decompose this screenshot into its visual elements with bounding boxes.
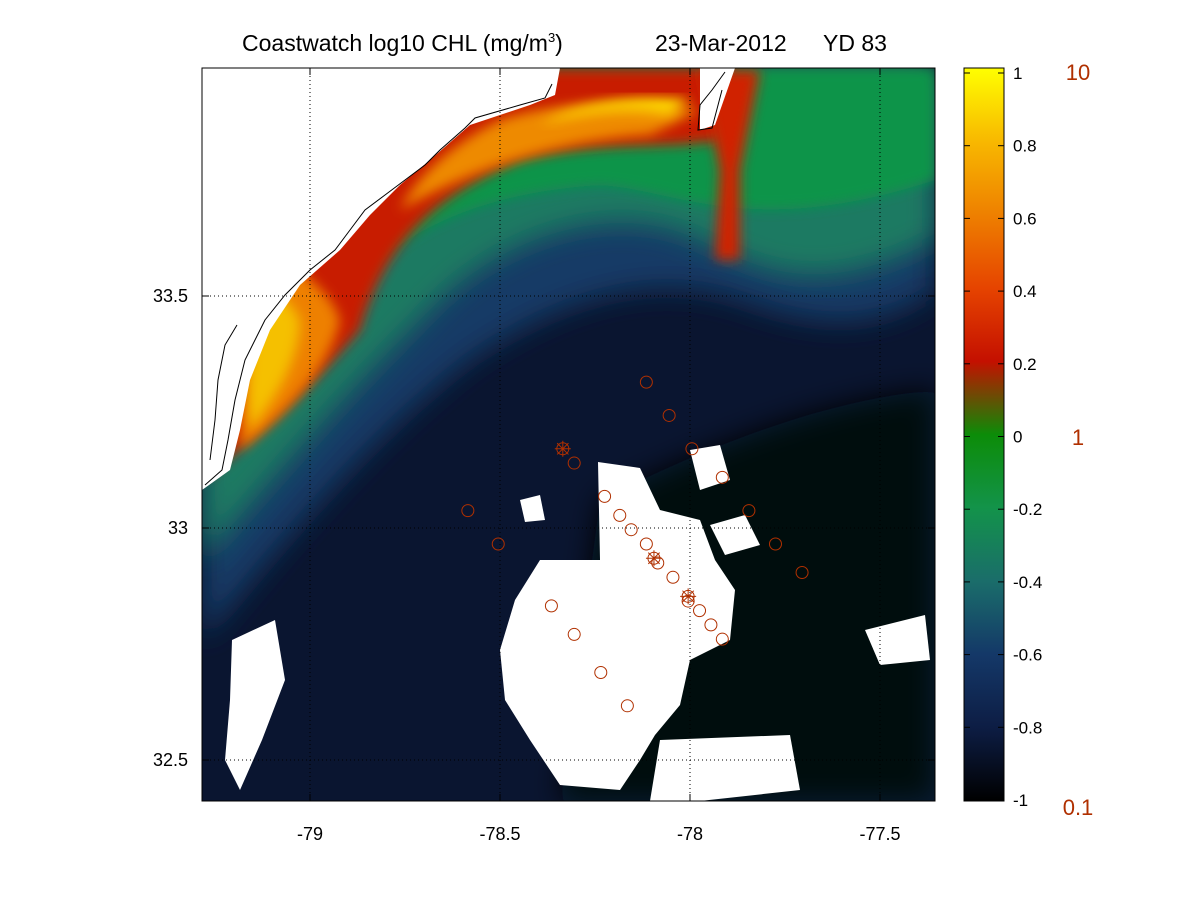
station-circle bbox=[567, 627, 581, 641]
colorbar-linear-label: 1 bbox=[1072, 425, 1084, 450]
colorbar-tick-label: 1 bbox=[1013, 64, 1022, 83]
station-circle bbox=[624, 523, 638, 537]
station-circle bbox=[461, 504, 475, 518]
colorbar-tick-label: 0.4 bbox=[1013, 282, 1037, 301]
station-circle bbox=[742, 504, 756, 518]
station-circle bbox=[662, 408, 676, 422]
station-circle bbox=[715, 632, 729, 646]
station-circle bbox=[567, 456, 581, 470]
station-circle bbox=[693, 604, 707, 618]
land-mainland bbox=[202, 68, 560, 490]
coastline-inner bbox=[209, 324, 238, 461]
station-star bbox=[682, 590, 695, 603]
map-frame bbox=[201, 67, 936, 802]
colorbar-linear-label: 10 bbox=[1066, 60, 1090, 85]
station-circle bbox=[544, 599, 558, 613]
station-circle bbox=[639, 537, 653, 551]
orange-band-north bbox=[400, 103, 700, 210]
colorbar-tick-label: -0.8 bbox=[1013, 718, 1042, 737]
coastline-cape bbox=[697, 71, 726, 131]
station-circle bbox=[651, 556, 665, 570]
cloud-gap-small-3 bbox=[520, 495, 545, 522]
station-circle bbox=[639, 375, 653, 389]
station-circle bbox=[666, 570, 680, 584]
station-star bbox=[556, 442, 569, 455]
map-title: Coastwatch log10 CHL (mg/m3) bbox=[242, 30, 563, 57]
x-tick-label: -78 bbox=[677, 824, 703, 844]
colorbar-tick-label: -0.4 bbox=[1013, 573, 1042, 592]
cloud-gap-small-2 bbox=[710, 515, 760, 555]
title-yearday: YD 83 bbox=[823, 30, 887, 56]
station-circle bbox=[768, 537, 782, 551]
y-tick-label: 32.5 bbox=[153, 750, 188, 770]
y-tick-label: 33.5 bbox=[153, 286, 188, 306]
station-markers bbox=[461, 375, 809, 713]
colorbar-tick-label: 0.2 bbox=[1013, 355, 1037, 374]
title-unit-superscript: 3 bbox=[547, 30, 556, 45]
colorbar-tick-label: 0.8 bbox=[1013, 137, 1037, 156]
cloud-gap-southwest bbox=[225, 620, 285, 790]
station-circle bbox=[613, 508, 627, 522]
cloud-gap-south bbox=[650, 735, 800, 801]
colorbar-frame bbox=[963, 67, 1005, 802]
station-circle bbox=[620, 699, 634, 713]
station-circle bbox=[715, 470, 729, 484]
colorbar-linear-label: 0.1 bbox=[1063, 795, 1094, 820]
station-star bbox=[647, 552, 660, 565]
chlorophyll-field bbox=[202, 68, 935, 801]
station-circle bbox=[594, 665, 608, 679]
y-tick-label: 33 bbox=[168, 518, 188, 538]
title-date: 23-Mar-2012 bbox=[655, 30, 787, 56]
station-circle bbox=[704, 618, 718, 632]
title-text: Coastwatch log10 CHL (mg/m bbox=[242, 30, 548, 56]
colorbar-tick-label: 0 bbox=[1013, 428, 1022, 447]
x-tick-label: -78.5 bbox=[479, 824, 520, 844]
colorbar-tick-label: -1 bbox=[1013, 791, 1028, 810]
map-ticks bbox=[202, 68, 935, 801]
cloud-gap-central bbox=[500, 462, 735, 790]
station-circle bbox=[598, 489, 612, 503]
colorbar-tick-label: 0.6 bbox=[1013, 209, 1037, 228]
station-circle bbox=[795, 566, 809, 580]
cloud-gap-small-1 bbox=[690, 445, 730, 490]
x-tick-label: -79 bbox=[297, 824, 323, 844]
colorbar-tick-label: -0.6 bbox=[1013, 646, 1042, 665]
title-close: ) bbox=[555, 30, 563, 56]
yellow-band-north bbox=[540, 98, 690, 125]
colorbar-ticks: 1 0.8 0.6 0.4 0.2 0 -0.2 -0.4 -0.6 -0.8 -1 bbox=[964, 64, 1042, 810]
station-circle bbox=[491, 537, 505, 551]
colorbar-tick-label: -0.2 bbox=[1013, 500, 1042, 519]
colorbar bbox=[964, 68, 1004, 801]
land-cape bbox=[700, 68, 735, 130]
x-tick-label: -77.5 bbox=[859, 824, 900, 844]
station-circle bbox=[685, 442, 699, 456]
cloud-gap-east bbox=[865, 615, 930, 665]
coastline-mainland bbox=[204, 83, 553, 486]
